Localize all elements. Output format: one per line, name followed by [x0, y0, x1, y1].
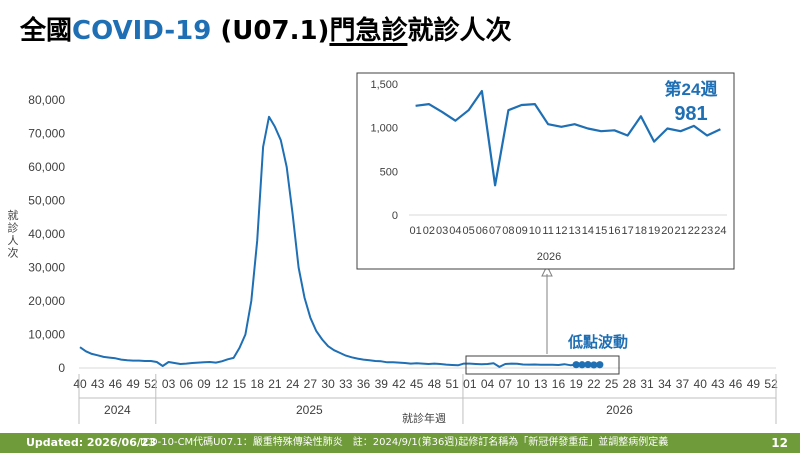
x-axis-title: 就診年週: [402, 411, 446, 425]
x-tick-label: 21: [268, 377, 282, 391]
inset-x-tick-label: 03: [436, 225, 448, 237]
page-number: 12: [771, 433, 788, 453]
x-tick-label: 18: [251, 377, 265, 391]
inset-x-tick-label: 05: [463, 225, 475, 237]
y-axis-label-char: 人: [8, 234, 19, 247]
y-axis-label-char: 次: [8, 246, 19, 260]
x-tick-label: 06: [180, 377, 194, 391]
x-tick-label: 40: [73, 377, 87, 391]
x-tick-label: 42: [392, 377, 406, 391]
y-tick-label: 30,000: [28, 261, 65, 275]
inset-x-tick-label: 11: [542, 225, 553, 237]
x-tick-label: 19: [569, 377, 583, 391]
inset-x-tick-label: 10: [529, 225, 541, 237]
x-tick-label: 16: [552, 377, 566, 391]
inset-x-tick-label: 18: [635, 225, 647, 237]
low-fluctuation-annotation: 低點波動: [567, 333, 628, 351]
y-tick-label: 70,000: [28, 127, 65, 141]
year-label: 2024: [104, 403, 131, 417]
inset-x-tick-label: 02: [423, 225, 435, 237]
y-axis-label-char: 診: [8, 221, 19, 235]
inset-x-tick-label: 04: [449, 225, 461, 237]
inset-x-tick-label: 16: [608, 225, 620, 237]
x-tick-label: 34: [658, 377, 672, 391]
x-tick-label: 46: [109, 377, 123, 391]
inset-year-label: 2026: [537, 251, 561, 263]
year-label: 2026: [606, 403, 633, 417]
x-tick-label: 07: [499, 377, 513, 391]
x-tick-label: 49: [126, 377, 140, 391]
x-tick-label: 15: [233, 377, 247, 391]
year-label: 2025: [296, 403, 323, 417]
x-tick-label: 27: [304, 377, 318, 391]
footer-bar: Updated: 2026/06/23 ICD-10-CM代碼U07.1：嚴重特…: [0, 433, 800, 453]
x-tick-label: 49: [747, 377, 761, 391]
inset-x-tick-label: 14: [582, 225, 594, 237]
x-tick-label: 36: [357, 377, 371, 391]
x-tick-label: 22: [587, 377, 601, 391]
y-tick-label: 0: [58, 361, 65, 375]
data-point: [596, 361, 603, 368]
inset-x-tick-label: 09: [516, 225, 528, 237]
inset-y-tick-label: 1,500: [370, 79, 398, 91]
x-tick-label: 46: [729, 377, 743, 391]
x-tick-label: 10: [516, 377, 530, 391]
inset-x-tick-label: 13: [569, 225, 581, 237]
x-tick-label: 03: [162, 377, 176, 391]
x-tick-label: 12: [215, 377, 229, 391]
x-tick-label: 01: [463, 377, 477, 391]
current-week-value: 981: [674, 103, 707, 125]
y-tick-label: 60,000: [28, 160, 65, 174]
inset-y-tick-label: 1,000: [370, 123, 398, 135]
x-tick-label: 43: [711, 377, 725, 391]
x-tick-label: 39: [375, 377, 389, 391]
inset-x-tick-label: 17: [622, 225, 634, 237]
inset-x-tick-label: 06: [476, 225, 488, 237]
inset-x-tick-label: 01: [410, 225, 422, 237]
inset-x-tick-label: 22: [688, 225, 700, 237]
inset-x-tick-label: 21: [675, 225, 687, 237]
x-tick-label: 09: [197, 377, 211, 391]
x-tick-label: 40: [694, 377, 708, 391]
inset-x-tick-label: 12: [555, 225, 567, 237]
inset-y-tick-label: 500: [380, 166, 398, 178]
x-tick-label: 43: [91, 377, 105, 391]
inset-x-tick-label: 08: [502, 225, 514, 237]
x-tick-label: 24: [286, 377, 300, 391]
y-axis-label-char: 就: [8, 208, 19, 222]
y-tick-label: 80,000: [28, 93, 65, 107]
x-tick-label: 30: [321, 377, 335, 391]
inset-x-tick-label: 15: [595, 225, 607, 237]
current-week-label: 第24週: [665, 79, 718, 99]
inset-x-tick-label: 23: [701, 225, 713, 237]
x-tick-label: 33: [339, 377, 353, 391]
x-tick-label: 45: [410, 377, 424, 391]
y-tick-label: 50,000: [28, 194, 65, 208]
y-tick-label: 20,000: [28, 294, 65, 308]
x-tick-label: 48: [428, 377, 442, 391]
inset-x-tick-label: 24: [714, 225, 726, 237]
footer-note: ICD-10-CM代碼U07.1：嚴重特殊傳染性肺炎 註：2024/9/1(第3…: [140, 433, 668, 453]
x-tick-label: 31: [640, 377, 654, 391]
x-tick-label: 04: [481, 377, 495, 391]
x-tick-label: 51: [445, 377, 459, 391]
inset-x-tick-label: 07: [489, 225, 501, 237]
updated-date: Updated: 2026/06/23: [26, 433, 156, 453]
inset-x-tick-label: 19: [648, 225, 660, 237]
y-tick-label: 40,000: [28, 227, 65, 241]
x-tick-label: 13: [534, 377, 548, 391]
x-tick-label: 28: [623, 377, 637, 391]
x-tick-label: 37: [676, 377, 690, 391]
y-tick-label: 10,000: [28, 328, 65, 342]
inset-y-tick-label: 0: [392, 210, 398, 222]
inset-x-tick-label: 20: [661, 225, 673, 237]
x-tick-label: 25: [605, 377, 619, 391]
